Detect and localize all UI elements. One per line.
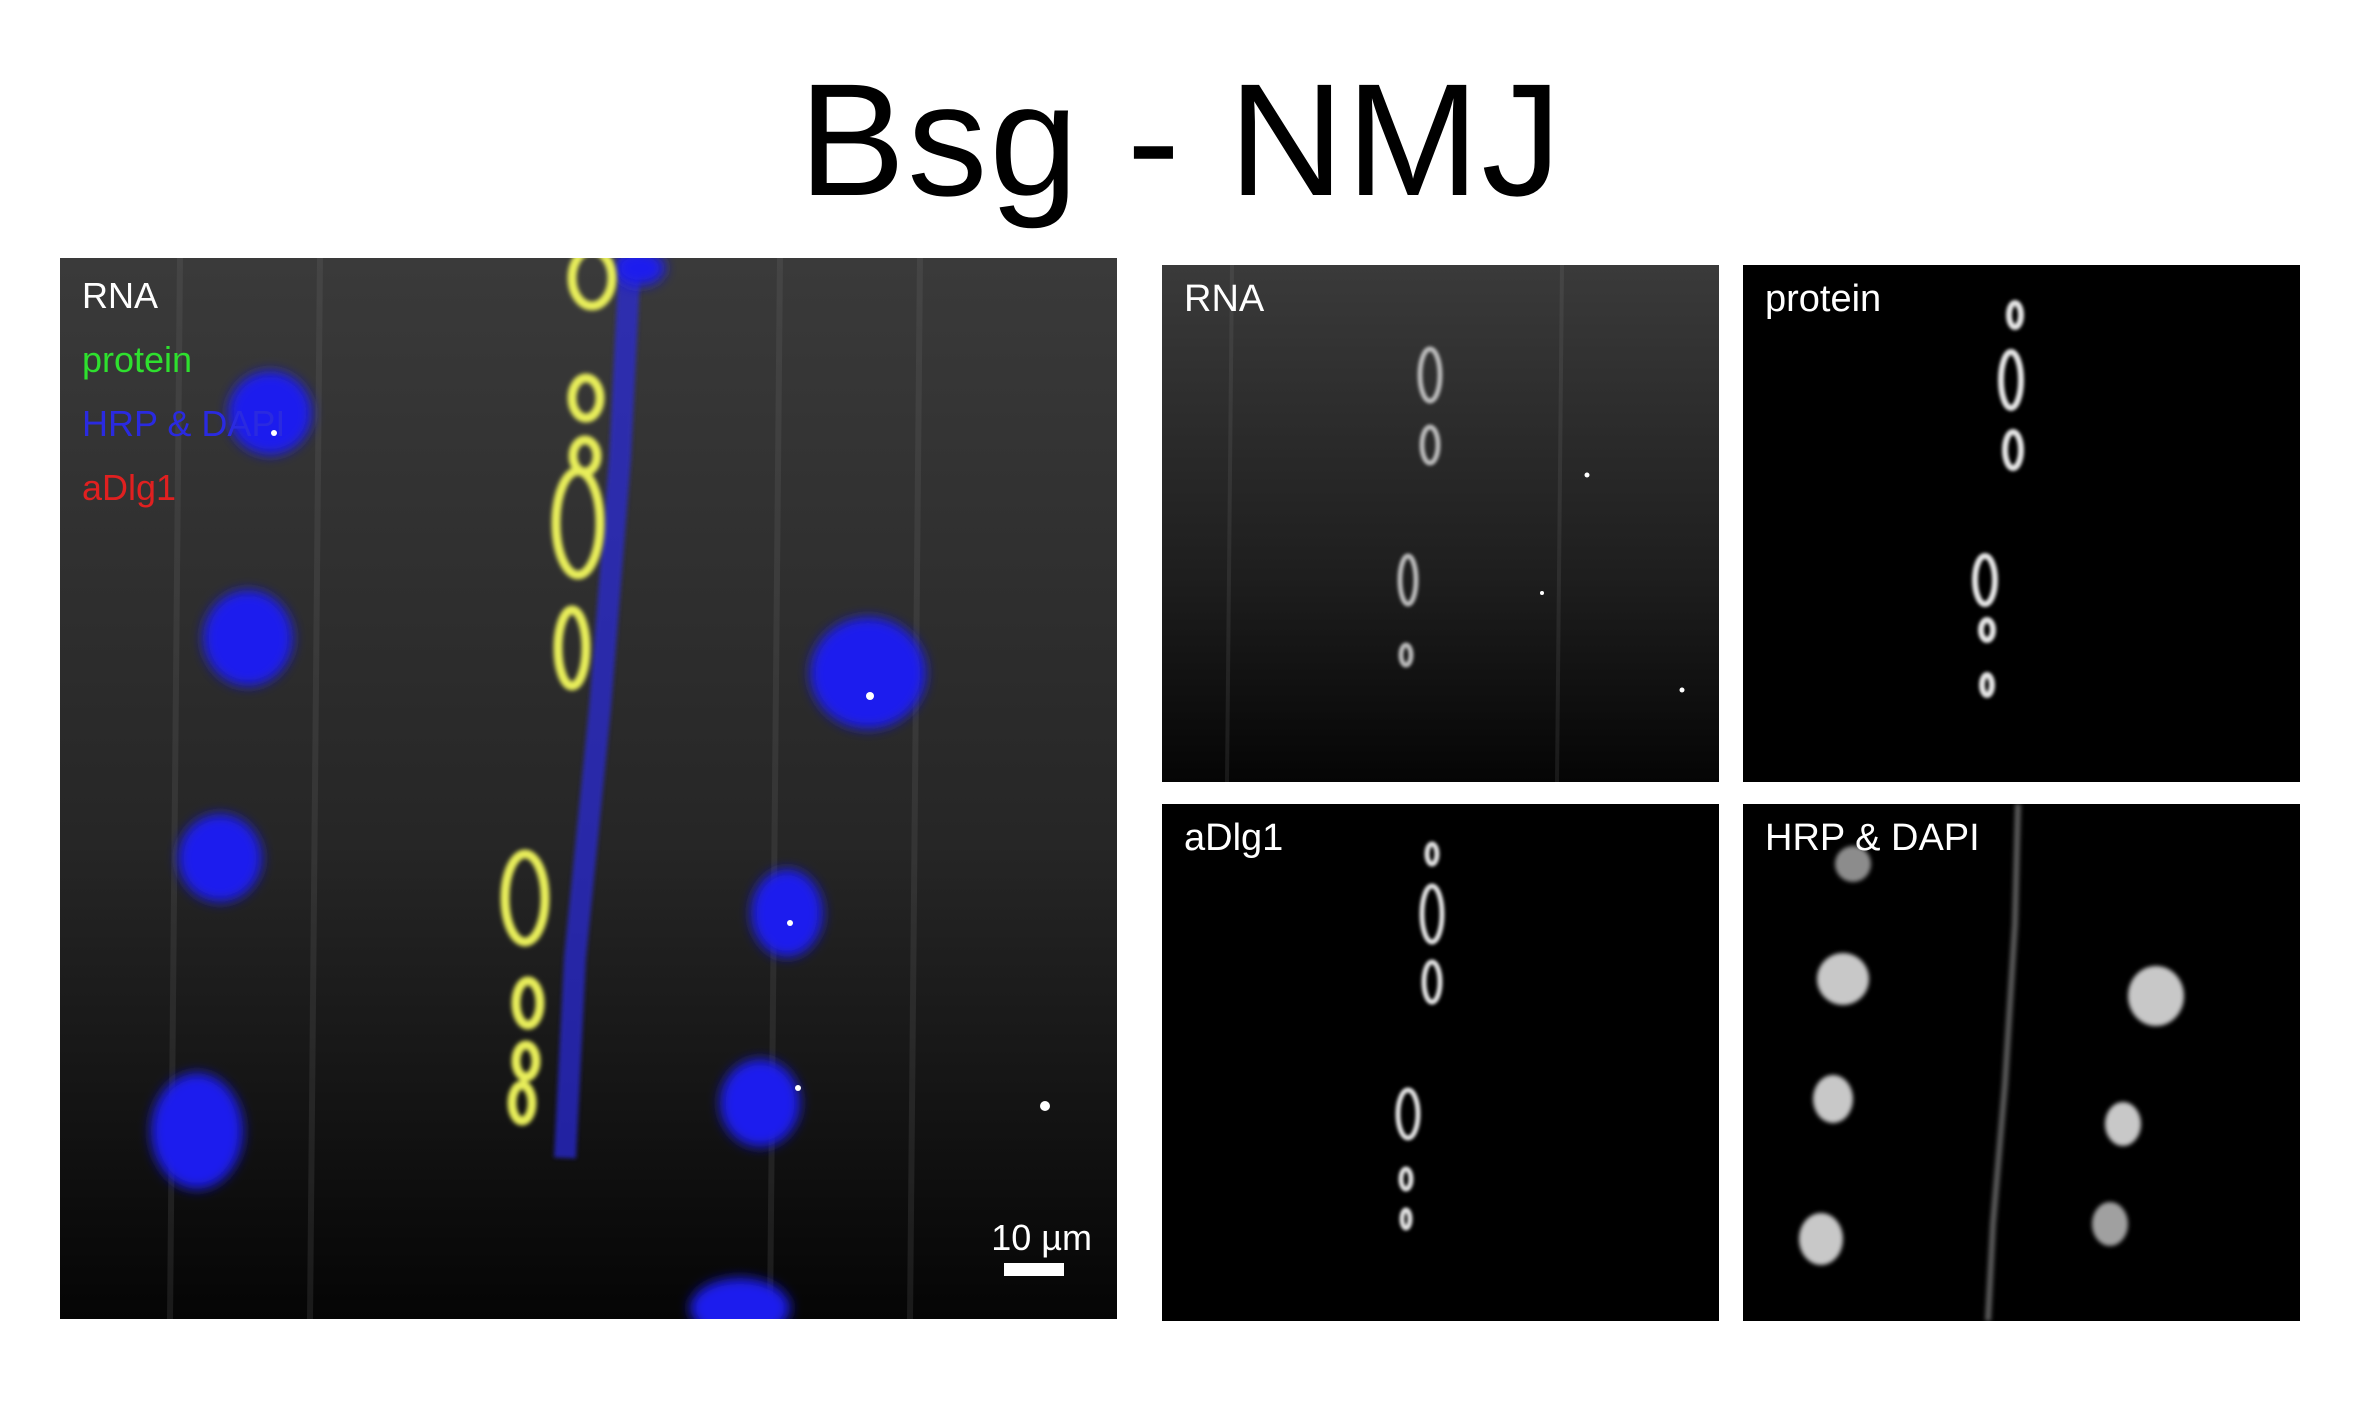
adlg1-channel-panel: aDlg1 xyxy=(1162,804,1719,1321)
hrp-dapi-panel-label: HRP & DAPI xyxy=(1765,810,1980,866)
adlg1-micrograph xyxy=(1162,804,1719,1321)
protein-channel-panel: protein xyxy=(1743,265,2300,782)
hrp-dapi-micrograph xyxy=(1743,804,2300,1321)
legend-adlg1: aDlg1 xyxy=(82,456,285,520)
legend-hrp-dapi: HRP & DAPI xyxy=(82,392,285,456)
merged-image-panel: RNA protein HRP & DAPI aDlg1 10 µm xyxy=(60,258,1117,1319)
legend-protein: protein xyxy=(82,328,285,392)
rna-panel-label: RNA xyxy=(1184,271,1264,327)
rna-channel-panel: RNA xyxy=(1162,265,1719,782)
figure-title: Bsg - NMJ xyxy=(0,60,2362,220)
scale-bar-label: 10 µm xyxy=(991,1217,1092,1259)
scale-bar xyxy=(1004,1263,1064,1276)
adlg1-panel-label: aDlg1 xyxy=(1184,810,1283,866)
rna-micrograph xyxy=(1162,265,1719,782)
protein-panel-label: protein xyxy=(1765,271,1881,327)
hrp-dapi-channel-panel: HRP & DAPI xyxy=(1743,804,2300,1321)
channel-legend: RNA protein HRP & DAPI aDlg1 xyxy=(82,264,285,520)
legend-rna: RNA xyxy=(82,264,285,328)
protein-micrograph xyxy=(1743,265,2300,782)
